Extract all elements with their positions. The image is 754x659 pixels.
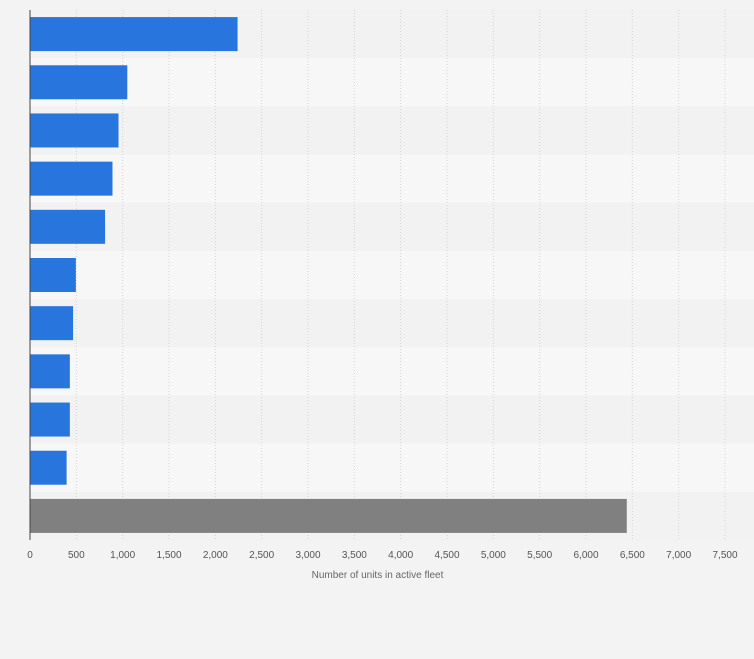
bar (30, 306, 74, 341)
bar (30, 450, 67, 485)
bars (30, 17, 627, 533)
bar (30, 258, 76, 292)
row-band (30, 250, 754, 300)
x-tick-label: 500 (68, 550, 85, 561)
x-tick-label: 0 (27, 550, 33, 561)
bar (30, 161, 113, 196)
row-band (30, 443, 754, 492)
x-tick-label: 2,500 (249, 550, 274, 561)
bar (30, 402, 70, 437)
row-bands (30, 10, 754, 540)
bar (30, 354, 70, 389)
x-tick-label: 3,000 (295, 550, 320, 561)
row-band (30, 202, 754, 251)
x-tick-label: 1,000 (110, 550, 135, 561)
x-tick-label: 4,500 (434, 550, 459, 561)
bar (30, 498, 627, 533)
x-tick-label: 7,000 (666, 550, 691, 561)
bar (30, 65, 128, 100)
row-band (30, 347, 754, 396)
x-tick-label: 6,000 (573, 550, 598, 561)
x-axis-title: Number of units in active fleet (312, 570, 444, 581)
row-band (30, 395, 754, 444)
bar (30, 17, 238, 52)
x-axis: 0 500 1,000 1,500 2,000 2,500 3,000 3,500 4,000 4… (27, 10, 738, 561)
bar (30, 113, 119, 148)
x-tick-label: 1,500 (156, 550, 181, 561)
x-tick-label: 5,000 (481, 550, 506, 561)
x-tick-label: 6,500 (620, 550, 645, 561)
gridlines (75, 10, 726, 540)
x-tick-label: 5,500 (527, 550, 552, 561)
row-band (30, 58, 754, 107)
bar (30, 209, 106, 244)
row-band (30, 106, 754, 155)
x-tick-label: 4,000 (388, 550, 413, 561)
x-tick-label: 2,000 (203, 550, 228, 561)
x-tick-label: 7,500 (712, 550, 737, 561)
row-band (30, 299, 754, 348)
row-band (30, 154, 754, 203)
x-tick-label: 3,500 (342, 550, 367, 561)
